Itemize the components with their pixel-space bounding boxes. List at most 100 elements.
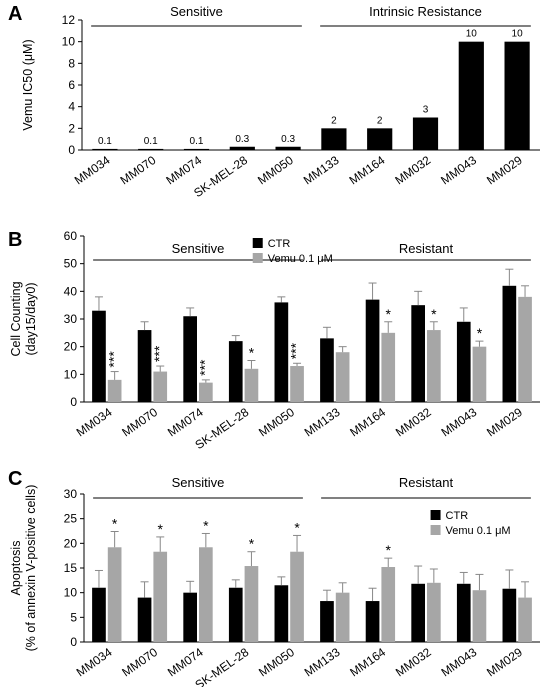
- panel-b-legend-label: CTR: [268, 238, 291, 250]
- panel-b-bar-ctr: [411, 305, 425, 402]
- panel-c-legend-swatch: [430, 525, 441, 535]
- panel-c-significance: *: [158, 521, 164, 537]
- panel-b-group-label: Sensitive: [172, 241, 225, 256]
- panel-b-bar-ctr: [137, 330, 152, 402]
- panel-c-bar-ctr: [137, 597, 152, 642]
- panel-b-significance: *: [477, 325, 483, 341]
- panel-a-y-tick-label: 12: [62, 13, 76, 27]
- panel-a-bar: [275, 146, 301, 150]
- panel-c-y-tick-label: 0: [70, 635, 77, 649]
- panel-b-bar-vemu: [335, 352, 350, 402]
- panel-b-letter: B: [8, 229, 22, 251]
- panel-a-bar: [367, 128, 393, 150]
- panel-b-significance: *: [386, 306, 392, 322]
- panel-a-group-label: Sensitive: [170, 4, 223, 19]
- panel-c-letter: C: [8, 468, 22, 490]
- panel-b-category-label: MM164: [347, 405, 388, 440]
- panel-b-bar-vemu: [199, 382, 213, 402]
- panel-b-category-label: MM050: [256, 405, 297, 440]
- panel-b-bar-ctr: [274, 302, 289, 402]
- panel-a-y-tick-label: 4: [68, 100, 75, 114]
- panel-b-y-tick-label: 60: [64, 229, 78, 243]
- panel-b-category-label: MM070: [119, 405, 160, 440]
- panel-a-bar: [504, 41, 530, 150]
- panel-b-y-tick-label: 20: [64, 340, 78, 354]
- panel-c-group-label: Sensitive: [172, 475, 225, 490]
- panel-c-bar-vemu: [153, 551, 168, 642]
- panel-b-bar-vemu: [244, 368, 259, 402]
- panel-c-bar-vemu: [107, 547, 122, 642]
- panel-a-data-label: 0.3: [235, 134, 249, 145]
- panel-b-bar-vemu: [427, 330, 441, 402]
- panel-b-legend-swatch: [252, 253, 263, 263]
- panel-c-bar-vemu: [518, 597, 532, 642]
- panel-a-y-tick-label: 10: [62, 35, 76, 49]
- panel-c-category-label: MM164: [347, 645, 388, 680]
- panel-a-category-label: MM070: [118, 153, 159, 188]
- panel-a-bar: [412, 117, 439, 150]
- panel-a-data-label: 10: [466, 29, 478, 40]
- panel-b-group-label: Resistant: [399, 241, 454, 256]
- panel-a-category-label: MM029: [484, 153, 525, 188]
- panel-a-bar: [183, 148, 210, 150]
- panel-b-legend-swatch: [252, 238, 263, 248]
- panel-a-data-label: 10: [512, 29, 524, 40]
- panel-c-bar-ctr: [274, 585, 289, 642]
- panel-b-significance: ***: [288, 342, 304, 359]
- panel-c-y-tick-label: 10: [64, 586, 78, 600]
- panel-a-data-label: 2: [331, 115, 337, 126]
- panel-a-y-label: Vemu IC50 (μM): [21, 39, 35, 130]
- panel-b-y-label-line: Cell Counting: [9, 281, 23, 356]
- panel-c-category-label: MM032: [393, 645, 434, 680]
- panel-a-bar: [138, 148, 164, 150]
- panel-c-significance: *: [112, 515, 118, 531]
- panel-c-bar-vemu: [472, 590, 487, 642]
- panel-a-category-label: MM050: [255, 153, 296, 188]
- panel-c-y-tick-label: 15: [64, 561, 78, 575]
- panel-c-bar-vemu: [290, 551, 304, 642]
- panel-b-bar-vemu: [107, 379, 122, 402]
- panel-c-category-label: MM029: [484, 645, 525, 680]
- panel-b-significance: ***: [197, 359, 213, 376]
- panel-a-bar: [92, 148, 118, 150]
- panel-c-y-tick-label: 20: [64, 536, 78, 550]
- panel-a-bar: [229, 146, 255, 150]
- panel-c-significance: *: [294, 519, 300, 535]
- panel-c-bar-vemu: [199, 547, 213, 642]
- panel-c-bar-ctr: [502, 588, 517, 642]
- panel-c-bar-vemu: [381, 567, 396, 642]
- panel-c-bar-ctr: [456, 583, 471, 642]
- panel-a-category-label: MM164: [347, 153, 388, 188]
- panel-b-category-label: MM043: [439, 405, 480, 440]
- panel-a-bar: [321, 128, 347, 150]
- panel-c-category-label: MM043: [439, 645, 480, 680]
- panel-b-bar-vemu: [381, 332, 396, 402]
- panel-c-bar-ctr: [411, 583, 425, 642]
- panel-b-category-label: MM029: [484, 405, 525, 440]
- panel-c-bar-ctr: [365, 601, 380, 642]
- panel-c-bar-vemu: [335, 592, 350, 642]
- panel-a-category-label: MM043: [438, 153, 479, 188]
- panel-b-significance: ***: [105, 351, 121, 368]
- panel-a-data-label: 0.1: [144, 136, 158, 147]
- panel-c-group-label: Resistant: [399, 475, 454, 490]
- panel-b-bar-ctr: [320, 338, 334, 402]
- panel-a-y-tick-label: 8: [68, 56, 75, 70]
- panel-b-y-label-line: (day15/day0): [24, 283, 38, 356]
- panel-c-y-tick-label: 30: [64, 487, 78, 501]
- panel-a-category-label: MM032: [392, 153, 433, 188]
- panel-a-category-label: MM074: [163, 153, 204, 188]
- panel-c-y-label-line: Apoptosis: [9, 541, 23, 596]
- panel-c-y-tick-label: 25: [64, 512, 78, 526]
- panel-c-category-label: MM070: [119, 645, 160, 680]
- panel-b-significance: *: [249, 345, 255, 361]
- panel-c-bar-vemu: [244, 566, 259, 642]
- panel-b-bar-ctr: [365, 299, 380, 402]
- panel-b-category-label: MM074: [165, 405, 206, 440]
- panel-a-y-tick-label: 2: [68, 121, 75, 135]
- panel-c-y-label-line: (% of annexin V-positive cells): [24, 485, 38, 652]
- panel-b-bar-ctr: [228, 341, 243, 402]
- panel-c-bar-ctr: [320, 601, 334, 642]
- panel-a-data-label: 3: [423, 105, 429, 116]
